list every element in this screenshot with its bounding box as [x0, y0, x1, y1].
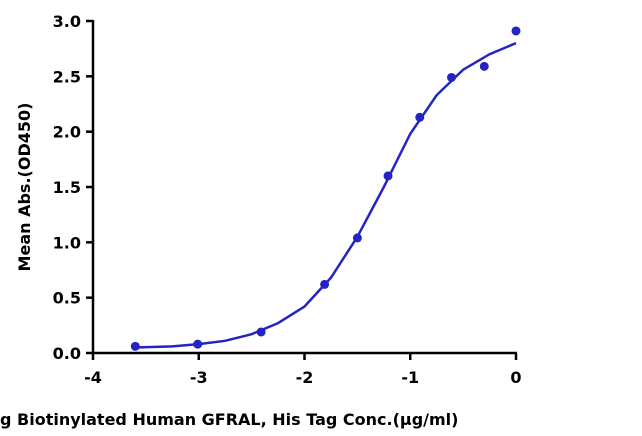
data-point — [511, 26, 521, 36]
x-tick-label: 0 — [510, 368, 521, 387]
y-tick-label: 2.5 — [53, 67, 81, 86]
y-tick-label: 1.0 — [53, 233, 81, 252]
y-tick-label: 1.5 — [53, 178, 81, 197]
y-tick-label: 2.0 — [53, 123, 81, 142]
data-point — [479, 61, 489, 71]
y-tick-label: 3.0 — [53, 12, 81, 31]
y-tick-label: 0.5 — [53, 289, 81, 308]
x-axis-label: g Biotinylated Human GFRAL, His Tag Conc… — [0, 410, 458, 429]
y-tick-label: 0.0 — [53, 344, 81, 363]
x-tick-label: -3 — [190, 368, 208, 387]
x-tick-label: -4 — [84, 368, 102, 387]
y-axis-label: Mean Abs.(OD450) — [15, 103, 34, 272]
fit-curve — [135, 41, 517, 349]
x-tick-label: -2 — [296, 368, 314, 387]
x-tick-label: -1 — [401, 368, 419, 387]
